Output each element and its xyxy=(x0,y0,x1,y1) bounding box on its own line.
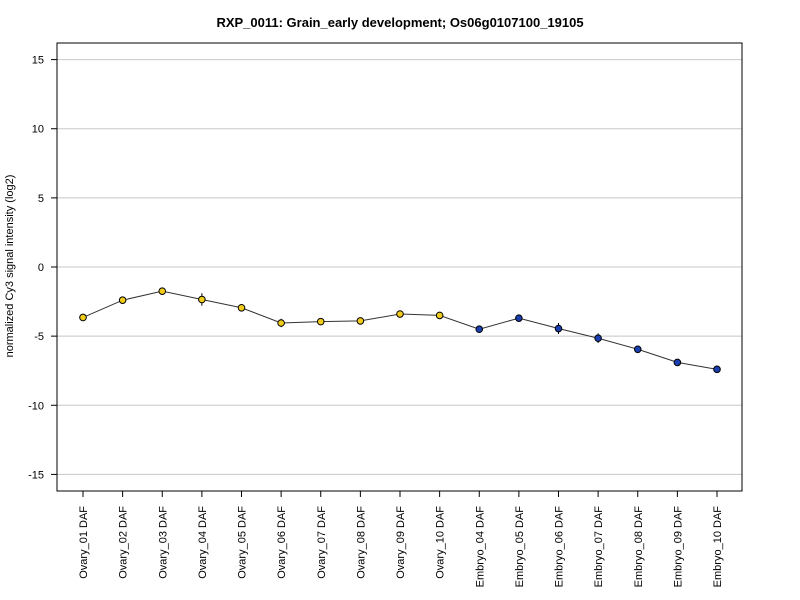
data-point xyxy=(633,345,642,354)
y-tick-label: -5 xyxy=(34,331,44,343)
data-point xyxy=(118,296,127,304)
x-tick-label: Ovary_10 DAF xyxy=(435,506,447,579)
data-point xyxy=(237,303,246,312)
data-point xyxy=(594,334,602,343)
series-line-layer xyxy=(82,290,718,370)
data-point xyxy=(396,310,404,318)
x-tick-label: Embryo_04 DAF xyxy=(474,506,486,588)
x-tick-label: Embryo_07 DAF xyxy=(593,506,605,588)
x-tick-label: Ovary_05 DAF xyxy=(237,506,249,579)
data-point xyxy=(554,324,563,333)
x-tick-label: Ovary_01 DAF xyxy=(78,506,90,579)
series-line xyxy=(82,290,718,370)
y-tick-label: -10 xyxy=(28,400,44,412)
y-tick-label: 15 xyxy=(32,55,44,67)
x-tick-label: Ovary_03 DAF xyxy=(157,506,169,579)
data-point xyxy=(515,314,523,322)
data-points xyxy=(79,287,721,374)
data-point xyxy=(673,358,682,367)
data-point xyxy=(79,313,87,322)
x-tick-label: Embryo_06 DAF xyxy=(554,506,566,588)
y-tick-label: 5 xyxy=(38,193,44,205)
x-tick-label: Embryo_10 DAF xyxy=(712,506,724,588)
gridlines xyxy=(57,59,742,475)
data-point xyxy=(435,311,444,320)
y-tick-label: -15 xyxy=(28,469,44,481)
y-tick-label: 0 xyxy=(38,262,44,274)
data-point xyxy=(316,317,325,326)
x-tick-label: Ovary_02 DAF xyxy=(118,506,130,579)
data-point xyxy=(158,287,167,295)
x-tick-label: Ovary_08 DAF xyxy=(355,506,367,579)
x-tick-label: Ovary_07 DAF xyxy=(316,506,328,579)
y-axis: -15 -10 -5 0 5 10 15 xyxy=(28,55,57,481)
x-axis: Ovary_01 DAF Ovary_02 DAF Ovary_03 DAF Ovar… xyxy=(78,490,724,588)
x-tick-label: Embryo_05 DAF xyxy=(514,506,526,588)
data-point xyxy=(198,295,206,304)
x-tick-label: Embryo_08 DAF xyxy=(633,506,645,588)
x-tick-label: Ovary_04 DAF xyxy=(197,506,209,579)
data-point xyxy=(356,317,365,325)
y-tick-label: 10 xyxy=(32,124,44,136)
x-tick-label: Ovary_06 DAF xyxy=(276,506,288,579)
data-point xyxy=(475,325,484,334)
data-point xyxy=(277,319,285,327)
x-tick-label: Embryo_09 DAF xyxy=(672,506,684,588)
data-point xyxy=(713,365,721,374)
y-axis-label: normalized Cy3 signal intensity (log2) xyxy=(4,175,16,358)
x-tick-label: Ovary_09 DAF xyxy=(395,506,407,579)
chart-title: RXP_0011: Grain_early development; Os06g… xyxy=(216,15,583,30)
